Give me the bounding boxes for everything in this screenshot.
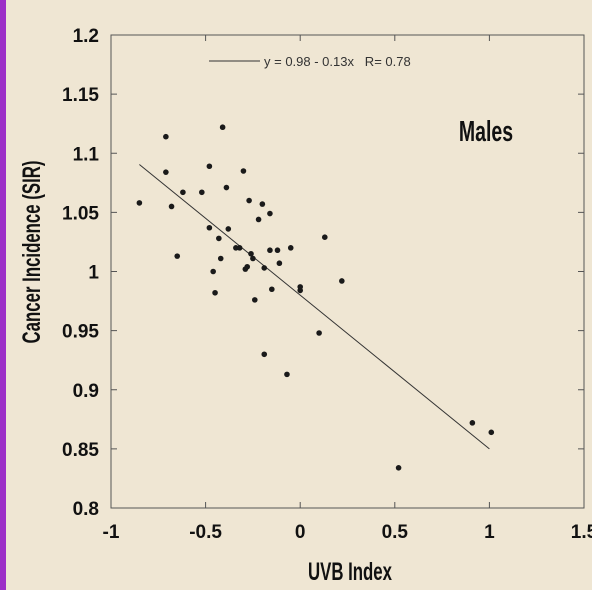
- data-point: [321, 234, 328, 241]
- data-point: [276, 260, 283, 267]
- x-tick-label: -0.5: [189, 522, 222, 543]
- data-point: [274, 247, 281, 254]
- y-tick-label: 1: [88, 263, 99, 284]
- data-point: [469, 420, 476, 426]
- data-point: [212, 289, 218, 296]
- data-point: [223, 184, 230, 191]
- data-point: [287, 245, 294, 251]
- data-point: [250, 255, 256, 262]
- data-point: [297, 287, 304, 294]
- data-point: [244, 263, 251, 270]
- data-point: [246, 197, 252, 204]
- axis-tick-labels: -1 -0.5 0 0.5 1 1.5 0.8 0.85 0.9 0.95 1 1.05 1.1 1.15…: [62, 26, 592, 543]
- data-point: [180, 189, 186, 196]
- y-tick-label: 0.85: [62, 440, 99, 461]
- x-tick-label: 0.5: [382, 522, 409, 543]
- axis-ticks: [110, 34, 585, 509]
- y-tick-label: 1.15: [62, 85, 99, 106]
- data-point: [259, 201, 266, 207]
- data-point: [217, 255, 224, 262]
- data-point: [284, 371, 290, 378]
- data-point: [216, 235, 222, 242]
- x-tick-label: -1: [103, 522, 120, 543]
- y-tick-label: 1.05: [62, 203, 99, 224]
- data-point: [240, 168, 247, 174]
- y-tick-label: 0.8: [73, 499, 99, 520]
- data-point: [269, 286, 275, 293]
- data-point: [199, 189, 205, 196]
- fit-line-group: [139, 164, 490, 450]
- data-point: [251, 297, 258, 303]
- x-axis-title: UVB Index: [308, 558, 392, 586]
- data-points: [136, 124, 495, 471]
- data-point: [136, 200, 143, 206]
- data-point: [163, 169, 169, 175]
- data-point: [206, 224, 213, 231]
- fit-line: [139, 164, 490, 450]
- plot-frame: [110, 34, 585, 509]
- data-point: [267, 247, 273, 254]
- data-point: [163, 133, 169, 140]
- y-tick-label: 1.2: [73, 26, 99, 47]
- data-point: [316, 330, 322, 336]
- y-tick-label: 1.1: [73, 144, 100, 165]
- data-point: [219, 124, 226, 131]
- y-tick-label: 0.9: [73, 381, 99, 402]
- data-point: [248, 250, 254, 257]
- data-point: [267, 210, 273, 217]
- data-point: [168, 203, 175, 210]
- data-point: [488, 429, 495, 436]
- legend-label: y = 0.98 - 0.13x R= 0.78: [264, 54, 411, 69]
- data-point: [261, 265, 268, 271]
- y-tick-label: 0.95: [62, 322, 99, 343]
- x-tick-label: 1.5: [571, 522, 592, 543]
- data-point: [174, 253, 181, 259]
- data-point: [210, 268, 216, 275]
- panel-label-males: Males: [459, 116, 513, 148]
- y-axis-title: Cancer Incidence (SIR): [18, 161, 46, 344]
- data-point: [206, 163, 213, 170]
- x-tick-label: 1: [484, 522, 495, 543]
- data-point: [261, 351, 268, 358]
- data-point: [225, 226, 232, 232]
- data-point: [395, 464, 402, 471]
- data-point: [339, 278, 345, 284]
- data-point: [255, 216, 262, 223]
- data-point: [236, 245, 243, 251]
- x-tick-label: 0: [295, 522, 306, 543]
- left-accent-bar: [0, 0, 6, 590]
